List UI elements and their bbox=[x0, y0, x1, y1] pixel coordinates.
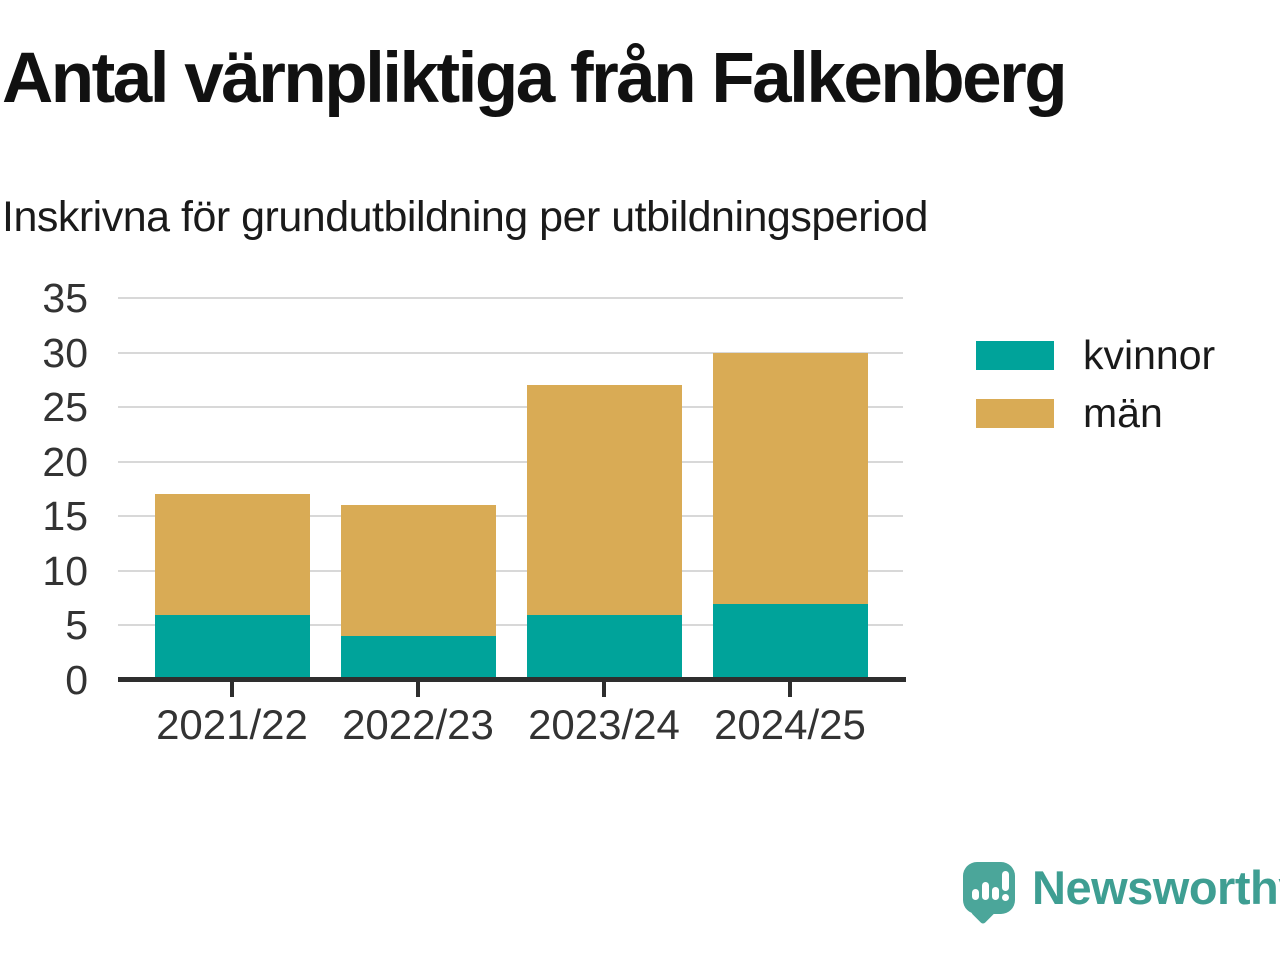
y-tick-label-0: 0 bbox=[65, 657, 88, 703]
x-tick-2022-23 bbox=[416, 682, 420, 697]
y-tick-label-35: 35 bbox=[42, 275, 88, 321]
bar-segment-kvinnor-2023-24 bbox=[526, 614, 682, 680]
y-tick-label-10: 10 bbox=[42, 547, 88, 594]
legend-item-kvinnor: kvinnor bbox=[976, 332, 1215, 378]
y-tick-label-20: 20 bbox=[42, 438, 88, 485]
chart-subtitle: Inskrivna för grundutbildning per utbild… bbox=[2, 193, 928, 241]
bar-segment-kvinnor-2024-25 bbox=[712, 603, 868, 680]
gridline-y-20 bbox=[118, 460, 903, 463]
x-tick-label-2021-22: 2021/22 bbox=[156, 701, 308, 748]
bar-segment-kvinnor-2021-22 bbox=[154, 614, 310, 680]
x-tick-label-2023-24: 2023/24 bbox=[528, 701, 680, 748]
newsworthy-logo-icon bbox=[963, 862, 1015, 925]
gridline-y-5 bbox=[118, 624, 903, 627]
chart-title: Antal värnpliktiga från Falkenberg bbox=[2, 39, 1068, 118]
x-tick-2023-24 bbox=[602, 682, 606, 697]
gridline-y-30 bbox=[118, 351, 903, 354]
logo-exclamation-bar bbox=[1002, 871, 1009, 891]
bar-segment-män-2024-25 bbox=[712, 352, 868, 604]
logo-mini-bar-2 bbox=[982, 882, 989, 900]
logo-mini-bar-1 bbox=[972, 889, 979, 900]
bar-segment-män-2021-22 bbox=[154, 494, 310, 615]
gridline-y-15 bbox=[118, 515, 903, 518]
y-tick-label-5: 5 bbox=[65, 602, 88, 649]
gridline-y-25 bbox=[118, 406, 903, 409]
x-tick-2021-22 bbox=[230, 682, 234, 697]
gridline-y-35 bbox=[118, 297, 903, 299]
legend-label-man: män bbox=[1083, 390, 1163, 436]
legend: kvinnor män bbox=[976, 332, 1215, 457]
logo-mini-bar-3 bbox=[992, 887, 999, 900]
legend-swatch-man bbox=[976, 399, 1054, 428]
logo-exclamation-dot bbox=[1002, 894, 1009, 901]
y-tick-label-30: 30 bbox=[42, 329, 88, 376]
x-tick-label-2024-25: 2024/25 bbox=[714, 701, 866, 748]
bar-segment-kvinnor-2022-23 bbox=[340, 636, 496, 680]
y-tick-label-15: 15 bbox=[42, 493, 88, 540]
logo-speech-tail bbox=[970, 899, 996, 925]
bar-segment-män-2023-24 bbox=[526, 385, 682, 615]
legend-item-man: män bbox=[976, 390, 1215, 436]
plot-area: 0 5 10 15 20 25 30 35 2021/22 2022/23 2023/24 2024/… bbox=[42, 276, 906, 748]
legend-label-kvinnor: kvinnor bbox=[1083, 332, 1216, 378]
newsworthy-branding: Newsworthy bbox=[963, 861, 1280, 925]
y-tick-label-25: 25 bbox=[42, 384, 88, 431]
newsworthy-logo-text: Newsworthy bbox=[1032, 861, 1280, 914]
x-axis-line bbox=[118, 677, 906, 682]
x-tick-label-2022-23: 2022/23 bbox=[342, 701, 494, 748]
x-tick-2024-25 bbox=[788, 682, 792, 697]
legend-swatch-kvinnor bbox=[976, 341, 1054, 370]
gridline-y-10 bbox=[118, 569, 903, 572]
bar-segment-män-2022-23 bbox=[340, 505, 496, 637]
